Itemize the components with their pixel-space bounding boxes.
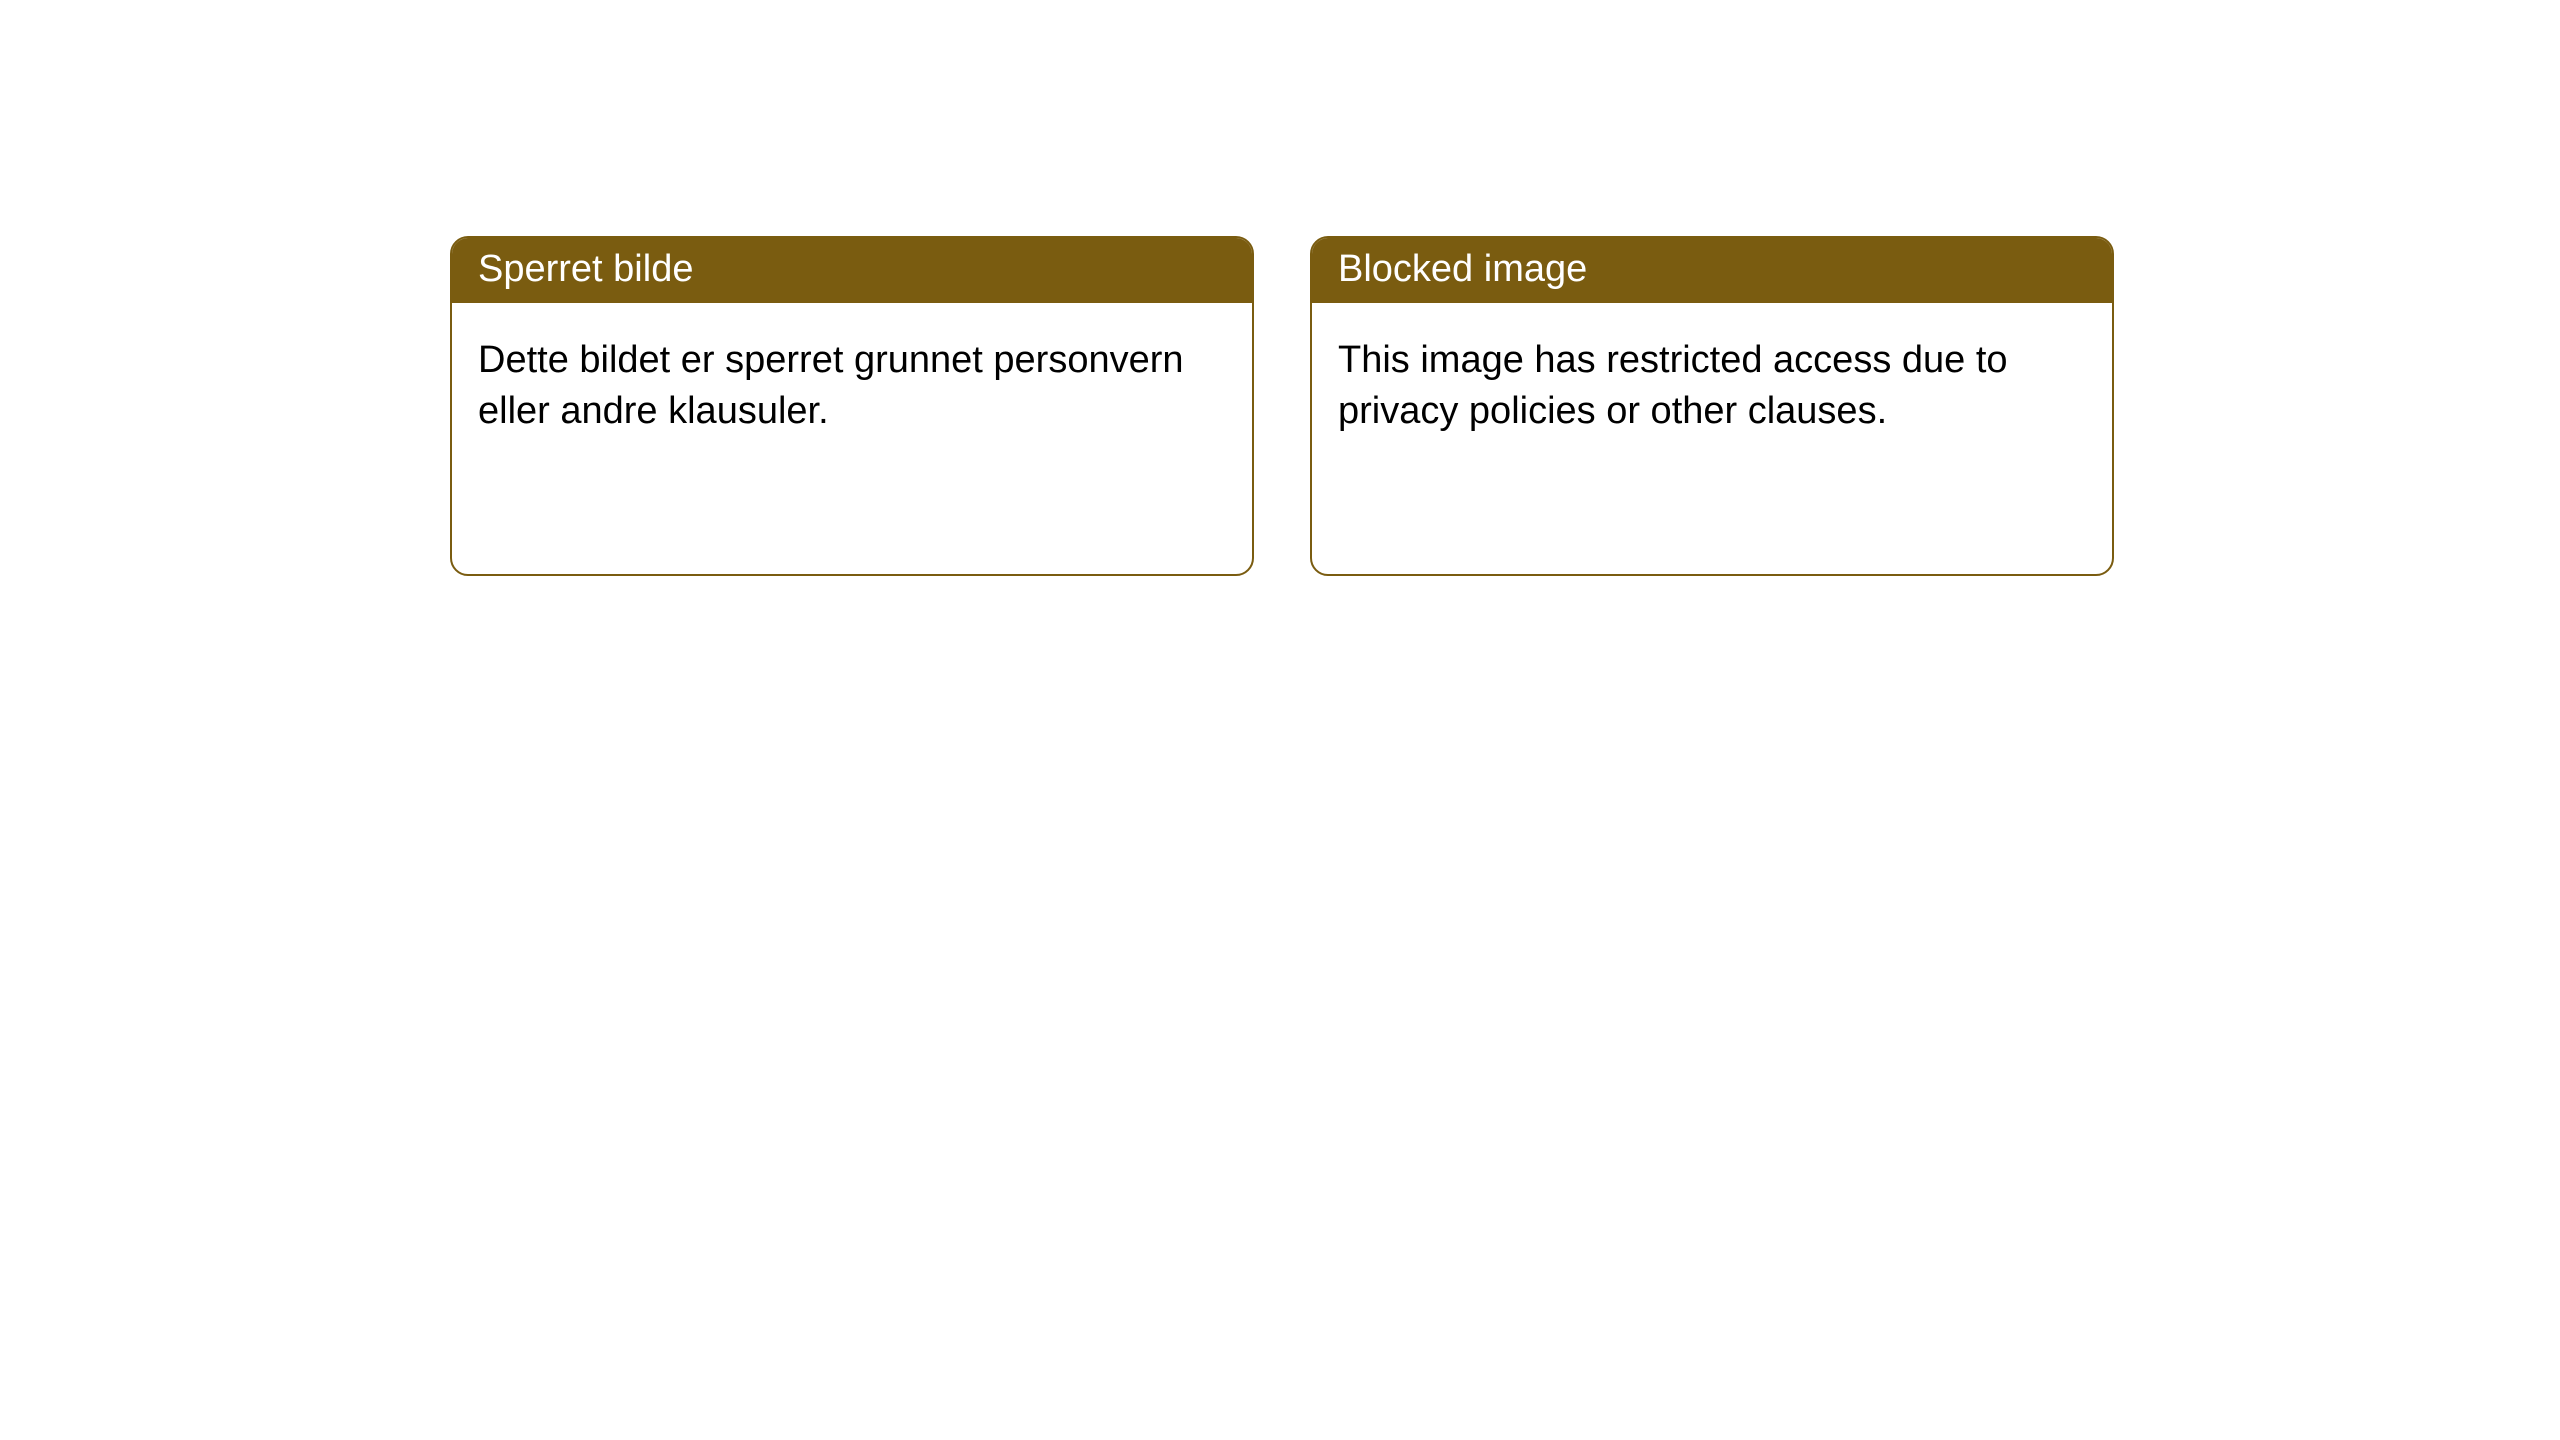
card-title: Sperret bilde [478, 248, 693, 290]
card-header: Sperret bilde [452, 238, 1252, 303]
blocked-image-card-english: Blocked image This image has restricted … [1310, 236, 2114, 576]
blocked-image-card-norwegian: Sperret bilde Dette bildet er sperret gr… [450, 236, 1254, 576]
card-message: This image has restricted access due to … [1338, 339, 2008, 432]
card-header: Blocked image [1312, 238, 2112, 303]
notice-container: Sperret bilde Dette bildet er sperret gr… [0, 0, 2560, 576]
card-body: This image has restricted access due to … [1312, 303, 2112, 470]
card-body: Dette bildet er sperret grunnet personve… [452, 303, 1252, 470]
card-title: Blocked image [1338, 248, 1587, 290]
card-message: Dette bildet er sperret grunnet personve… [478, 339, 1184, 432]
